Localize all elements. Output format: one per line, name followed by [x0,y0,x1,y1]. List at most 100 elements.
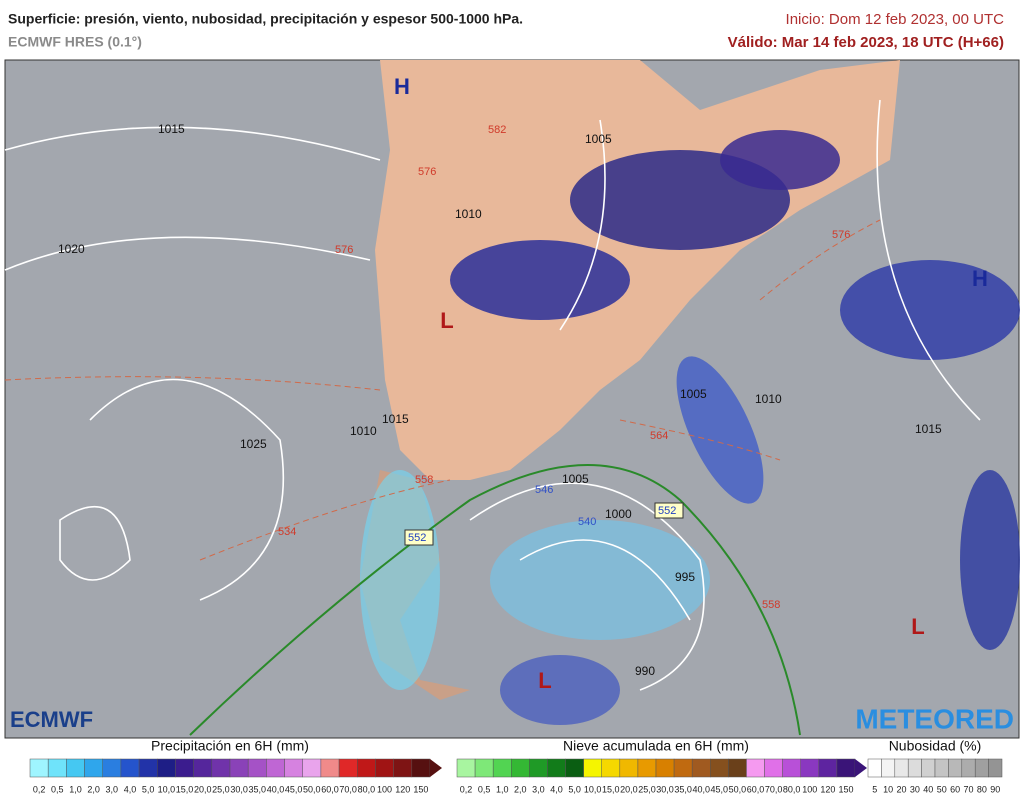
legend-swatch [411,758,431,778]
isobar-label: 990 [635,664,655,678]
precip [490,520,710,640]
legend-swatch [907,758,922,778]
legend-label: 30 [910,784,920,794]
thickness-label: 558 [762,599,780,611]
legend-label: 60,0 [321,784,339,794]
isobars [4,99,981,691]
legend-swatch [881,758,896,778]
thickness-label: 534 [278,526,296,538]
legend-swatch [357,758,376,778]
thickness-label: 540 [578,516,596,528]
legend-label: 50,0 [303,784,321,794]
legend-label: 5,0 [142,784,155,794]
legend-swatch [934,758,949,778]
legend-label: 40 [923,784,933,794]
legend-arrow [855,759,867,777]
isobar-label: 1020 [58,242,85,256]
legend-label: 30,0 [656,784,674,794]
label-box [654,502,684,519]
legend-swatch [746,758,765,778]
label-box [404,529,434,546]
legend-swatch [601,758,621,778]
isobar-label: 1015 [915,422,942,436]
legend-label: 60 [950,784,960,794]
legend-swatch [102,758,122,778]
legend-label: 2,0 [514,784,527,794]
precip [676,356,764,504]
legend-swatch [961,758,976,778]
legend-swatch [320,758,340,778]
legend-label: 20,0 [620,784,638,794]
legend-swatch [157,758,176,778]
legend-label: 80,0 [783,784,801,794]
legend-swatch [655,758,675,778]
precip [960,470,1020,650]
legend-label: 35,0 [674,784,692,794]
legend-label: 50 [937,784,947,794]
title: Superficie: presión, viento, nubosidad, … [8,11,523,27]
high-pressure: H [972,266,988,291]
isobar-label: 1010 [755,392,782,406]
legend-swatch [988,758,1003,778]
precip [450,240,630,320]
legend-swatch [728,758,747,778]
legend-swatch [619,758,639,778]
legend-label: 2,0 [87,784,100,794]
isobar-label: 1005 [585,132,612,146]
legend-swatch [302,758,322,778]
legend-label: 90 [990,784,1000,794]
legend-swatch [867,758,882,778]
isobar-label: 1005 [562,472,589,486]
legend-swatch [456,758,476,778]
legend-swatch [673,758,693,778]
legend-label: 100 [377,784,392,794]
isobar-label: 1010 [455,207,482,221]
legend-label: 1,0 [496,784,509,794]
thickness-label: 576 [832,229,850,241]
legend-label: 3,0 [106,784,119,794]
legend-swatch [710,758,729,778]
legend-label: 120 [395,784,410,794]
legend-label: 5 [872,784,877,794]
precip [500,655,620,725]
legend-swatch [894,758,909,778]
legend-swatch [529,758,548,778]
legend-label: 15,0 [176,784,194,794]
legend-label: 10,0 [584,784,602,794]
legend-label: 20,0 [194,784,212,794]
legend-swatch [583,758,602,778]
legend-label: 25,0 [212,784,230,794]
legend-swatch [193,758,213,778]
thickness-label: 576 [418,166,436,178]
legend-label: 5,0 [568,784,581,794]
precip [840,260,1020,360]
isobar-label: 1015 [158,122,185,136]
legend-swatch [800,758,820,778]
map: H L H L L 1015 1020 1025 1010 1005 1015 … [4,59,1020,739]
legend-label: 10,0 [158,784,176,794]
isobar-label: 1025 [240,437,267,451]
legend-swatch [229,758,249,778]
legend-title: Nubosidad (%) [889,738,982,754]
legend-label: 150 [838,784,853,794]
legend-title: Nieve acumulada en 6H (mm) [563,738,749,754]
legend-label: 40,0 [692,784,710,794]
valid-time: Válido: Mar 14 feb 2023, 18 UTC (H+66) [728,34,1004,51]
logo-ecmwf: ECMWF [10,707,93,732]
legend-swatch [565,758,584,778]
legend-swatch [284,758,303,778]
legend-arrow [430,759,442,777]
legend-label: 100 [802,784,817,794]
legend-swatch [637,758,657,778]
legend-label: 0,2 [460,784,473,794]
freezing-line [189,464,801,736]
legend-swatch [511,758,530,778]
legend-swatch [47,758,67,778]
legend-label: 30,0 [230,784,248,794]
legends: Precipitación en 6H (mm) 0,2 0,5 1,0 2,0 3,0 4… [29,738,1003,794]
legend-swatch [492,758,512,778]
legend-swatch [921,758,936,778]
isobar-label: 1005 [680,387,707,401]
legend-label: 20 [896,784,906,794]
